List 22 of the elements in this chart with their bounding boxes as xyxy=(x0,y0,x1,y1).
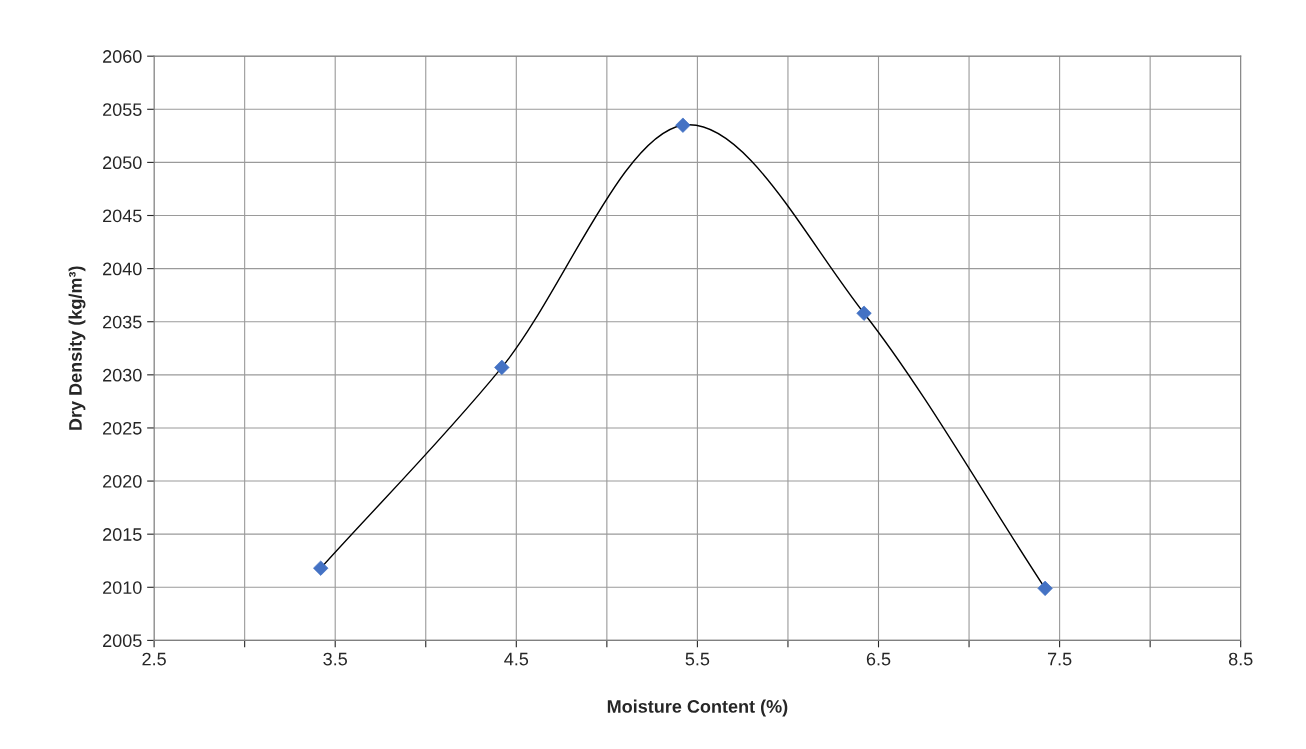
y-tick-label: 2010 xyxy=(103,581,142,594)
x-tick-label: 2.5 xyxy=(142,652,166,666)
y-axis-title: Dry Density (kg/m³) xyxy=(68,266,86,430)
y-tick-label: 2050 xyxy=(103,156,142,170)
y-tick-label: 2030 xyxy=(103,368,142,382)
y-tick-label: 2025 xyxy=(103,421,142,435)
x-tick-label: 8.5 xyxy=(1228,652,1253,666)
y-tick-label: 2005 xyxy=(103,634,142,648)
point xyxy=(856,305,872,321)
x-tick-label: 7.5 xyxy=(1047,652,1072,666)
y-tick-label: 2015 xyxy=(103,528,142,541)
y-tick-label: 2020 xyxy=(103,475,142,488)
x-tick-label: 6.5 xyxy=(866,652,891,666)
x-tick-label: 3.5 xyxy=(323,652,347,666)
y-tick-label: 2055 xyxy=(103,103,142,117)
x-axis-title: Moisture Content (%) xyxy=(607,699,788,717)
x-tick-label: 5.5 xyxy=(685,652,710,666)
y-tick-label: 2040 xyxy=(103,262,142,276)
y-tick-label: 2045 xyxy=(103,209,142,223)
y-tick-label: 2035 xyxy=(103,315,142,329)
y-tick-label: 2060 xyxy=(103,50,142,63)
x-tick-label: 4.5 xyxy=(504,652,529,666)
